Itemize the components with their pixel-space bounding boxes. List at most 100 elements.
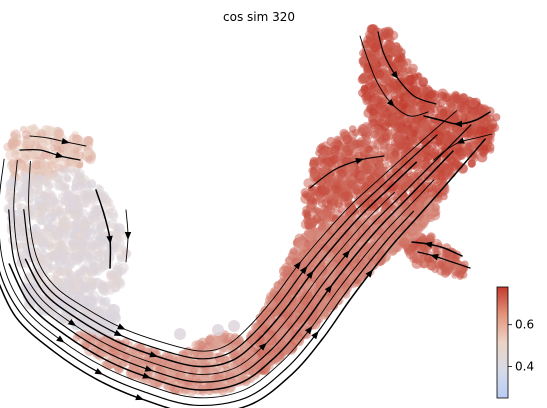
cell-point [72, 151, 81, 160]
cell-point [310, 160, 318, 168]
cell-point [335, 252, 345, 262]
cell-point [345, 162, 357, 173]
cell-point [5, 188, 16, 199]
cell-point [391, 42, 401, 51]
cell-point [371, 97, 379, 105]
cell-point [477, 106, 487, 116]
cell-point [191, 359, 199, 367]
cell-point [10, 178, 19, 187]
cell-point [404, 116, 413, 125]
cell-point [317, 276, 328, 288]
cell-point [269, 289, 278, 298]
cell-point [466, 113, 474, 121]
cell-point [172, 362, 183, 372]
cell-point [329, 301, 338, 310]
cell-point [436, 98, 446, 108]
cell-point [397, 173, 407, 183]
cell-point [18, 184, 26, 193]
cell-point [389, 222, 397, 231]
cell-point [28, 187, 36, 195]
cell-point [45, 213, 56, 224]
cell-point [375, 135, 382, 142]
cell-point [27, 212, 35, 220]
cell-point [362, 96, 372, 106]
cell-point [322, 210, 334, 221]
cell-point [70, 254, 82, 265]
cell-point [336, 169, 346, 179]
cell-point [43, 171, 54, 182]
cell-point [380, 32, 388, 40]
cell-point [105, 338, 113, 346]
cell-point [353, 187, 361, 195]
cell-point [303, 192, 313, 201]
cell-point [17, 172, 27, 182]
cell-point [388, 115, 398, 125]
cell-point [60, 249, 68, 257]
cell-point [418, 234, 429, 245]
cell-point [356, 259, 365, 269]
cell-point [72, 194, 80, 203]
cell-point [85, 182, 93, 190]
cell-point [359, 72, 370, 84]
cell-point [25, 139, 33, 147]
cell-point [307, 311, 318, 322]
cell-point [430, 151, 438, 159]
cell-point [280, 295, 290, 305]
cell-point [429, 126, 439, 136]
cell-point [30, 123, 38, 131]
cell-point [428, 141, 437, 150]
cell-point [419, 119, 431, 130]
cell-point [376, 129, 384, 137]
cell-point [35, 203, 43, 211]
cell-point [376, 104, 386, 114]
cell-point [374, 214, 381, 221]
cell-point [144, 358, 152, 366]
cell-point [427, 233, 435, 241]
cell-point [51, 197, 60, 206]
cell-point [352, 139, 362, 149]
cell-point [426, 182, 437, 193]
cell-point [427, 90, 436, 99]
cell-point [75, 232, 83, 240]
cell-point [347, 252, 356, 262]
cell-point [71, 134, 82, 144]
cell-point [459, 129, 468, 138]
cell-point [401, 208, 410, 217]
cell-point [276, 302, 287, 313]
cell-point [47, 262, 54, 270]
cell-point [365, 131, 374, 140]
cell-point [387, 181, 398, 192]
cell-point [392, 207, 401, 217]
cell-point [377, 167, 385, 175]
cell-point [391, 149, 400, 157]
cell-point [308, 237, 319, 249]
cell-point [482, 115, 492, 126]
cell-point [39, 159, 48, 168]
cell-point [7, 139, 19, 150]
cell-point [358, 192, 366, 201]
cell-point [83, 149, 91, 157]
cell-point [376, 248, 384, 257]
cell-point [84, 275, 92, 282]
cell-point [402, 125, 410, 133]
cell-point [435, 139, 443, 147]
cell-point [480, 125, 489, 134]
cell-point [81, 261, 92, 272]
cell-point [116, 255, 125, 263]
cell-point [379, 187, 388, 196]
cell-point [95, 224, 105, 234]
cell-point [263, 348, 271, 356]
cell-point [457, 152, 465, 161]
cell-point [415, 213, 424, 222]
cell-point [374, 114, 384, 123]
cell-point [373, 139, 384, 150]
cell-point [385, 171, 395, 180]
cell-point [397, 189, 405, 197]
cell-point [472, 128, 482, 138]
cell-point [330, 184, 340, 194]
cell-point [53, 130, 64, 140]
cell-point [358, 88, 367, 98]
cell-point [286, 322, 295, 331]
cell-point [78, 208, 88, 218]
